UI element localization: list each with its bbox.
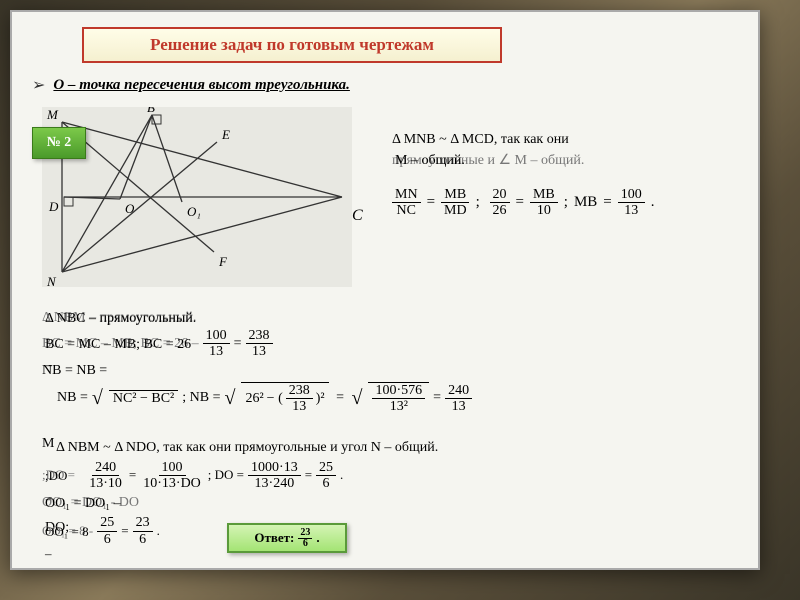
eq-sign: = [603, 194, 611, 211]
eq-sign: = [427, 194, 435, 211]
svg-text:F: F [218, 254, 228, 269]
oo1-stack: OO₁ = DO₁ - DO ОО₁ = DO₁ – DO; [42, 491, 139, 515]
semicolon: ; [564, 194, 568, 211]
similarity-line1: Δ MNB ~ Δ MCD, так как они [392, 132, 569, 148]
title-text: Решение задач по готовым чертежам [150, 35, 434, 54]
eq-sign: = [129, 464, 136, 486]
title-box: Решение задач по готовым чертежам [82, 27, 502, 63]
semicolon: ; [476, 194, 484, 211]
subtitle-text: О – точка пересечения высот треугольника… [53, 77, 349, 94]
slide-card: Решение задач по готовым чертежам ➢ О – … [10, 10, 760, 570]
frac-do-c: 1000·1313·240 [248, 460, 301, 492]
frac-238-13b: 23813 [286, 383, 313, 415]
point-c-label: С [352, 207, 363, 225]
sim-l2-front: М – общий. [395, 153, 465, 169]
eq-sign: = [516, 194, 524, 211]
nb-mid: ; NB = [182, 390, 220, 406]
period: . [157, 520, 160, 542]
semicolon [79, 464, 82, 486]
frac-mb-10: MB10 [530, 187, 558, 219]
nbc-stack: Δ NBM – прямоугольный. Δ NBC – прямоугол… [42, 307, 196, 328]
frac-do-b: 10010·13·DO [140, 460, 204, 492]
eq-sign: = [234, 333, 242, 354]
sqrt-icon: √ [92, 387, 103, 410]
nb-lhs: NB = [57, 390, 88, 406]
sqrt-expr3: 100·57613² [368, 382, 429, 415]
mb-label: MB [574, 194, 597, 211]
sqrt-icon: √ [224, 387, 235, 410]
eq-sign: = [333, 390, 348, 406]
problem-badge: № 2 [32, 127, 86, 159]
answer-box: Ответ: 236 . [227, 523, 347, 553]
answer-dot: . [316, 530, 319, 546]
v26sq: 26² [245, 391, 263, 407]
bc-stack: BC = MC – MB; BC = 26 – ВС = МС – МВ; ВС… [42, 333, 199, 354]
frac-mb-md: MBMD [441, 187, 470, 219]
eq-sign: = [305, 464, 312, 486]
frac-do-a: 24013·10 [86, 460, 125, 492]
section-bc: Δ NBM – прямоугольный. Δ NBC – прямоугол… [42, 307, 273, 381]
frac-238-13: 23813 [246, 328, 273, 360]
frac-100-13: 10013 [618, 187, 645, 219]
subtitle-row: ➢ О – точка пересечения высот треугольни… [32, 75, 350, 95]
nb-sqrt-row: NB = √ NC² − BC² ; NB = √ 26² − ( 23813 … [57, 382, 472, 415]
frac-240-13: 24013 [445, 383, 472, 415]
sqrt-icon: √ [352, 387, 363, 410]
similarity-line2: прямоугольные и ∠ М – общий. М – общий. [392, 152, 584, 169]
period: . [651, 194, 655, 211]
sqrt-expr: NC² − BC² [109, 390, 178, 407]
sim-nbm-ndo: Δ NBM ~ Δ NDO, так как они прямоугольные… [56, 436, 438, 460]
svg-text:N: N [46, 274, 57, 287]
eq-sign: = [433, 390, 441, 406]
do-stack: ;DO =;DO = [42, 464, 75, 486]
minus: − ( [267, 391, 283, 407]
period: . [340, 464, 343, 486]
svg-text:M: M [46, 107, 59, 122]
bullet-icon: ➢ [32, 75, 45, 95]
answer-frac: 236 [298, 528, 312, 549]
triangle-diagram: M B E D O O₁ N F [42, 107, 352, 287]
frac-100576: 100·57613² [372, 383, 425, 415]
ratio-row: MNNC = MBMD ; 2026 = MB10 ; MB = 10013 . [392, 187, 655, 219]
frac-25-6: 256 [316, 460, 336, 492]
do-calc-row: ;DO =;DO = 24013·10 = 10010·13·DO ; DO =… [42, 460, 438, 492]
svg-text:E: E [221, 127, 230, 142]
svg-text:B: B [147, 107, 155, 115]
do-label: ; DO = [208, 464, 244, 486]
oo1-8-stack: OO₁ = 8 - ОО₁ = 8 – [42, 520, 93, 542]
frac-20-26: 2026 [490, 187, 510, 219]
svg-text:O: O [125, 201, 135, 216]
paren-sq: )² [316, 391, 325, 407]
frac-100-13b: 10013 [203, 328, 230, 360]
svg-text:D: D [48, 199, 59, 214]
sqrt-expr2: 26² − ( 23813 )² [241, 382, 328, 415]
answer-label: Ответ: [254, 530, 294, 546]
frac-mn-nc: MNNC [392, 187, 421, 219]
svg-text:O₁: O₁ [187, 204, 201, 219]
